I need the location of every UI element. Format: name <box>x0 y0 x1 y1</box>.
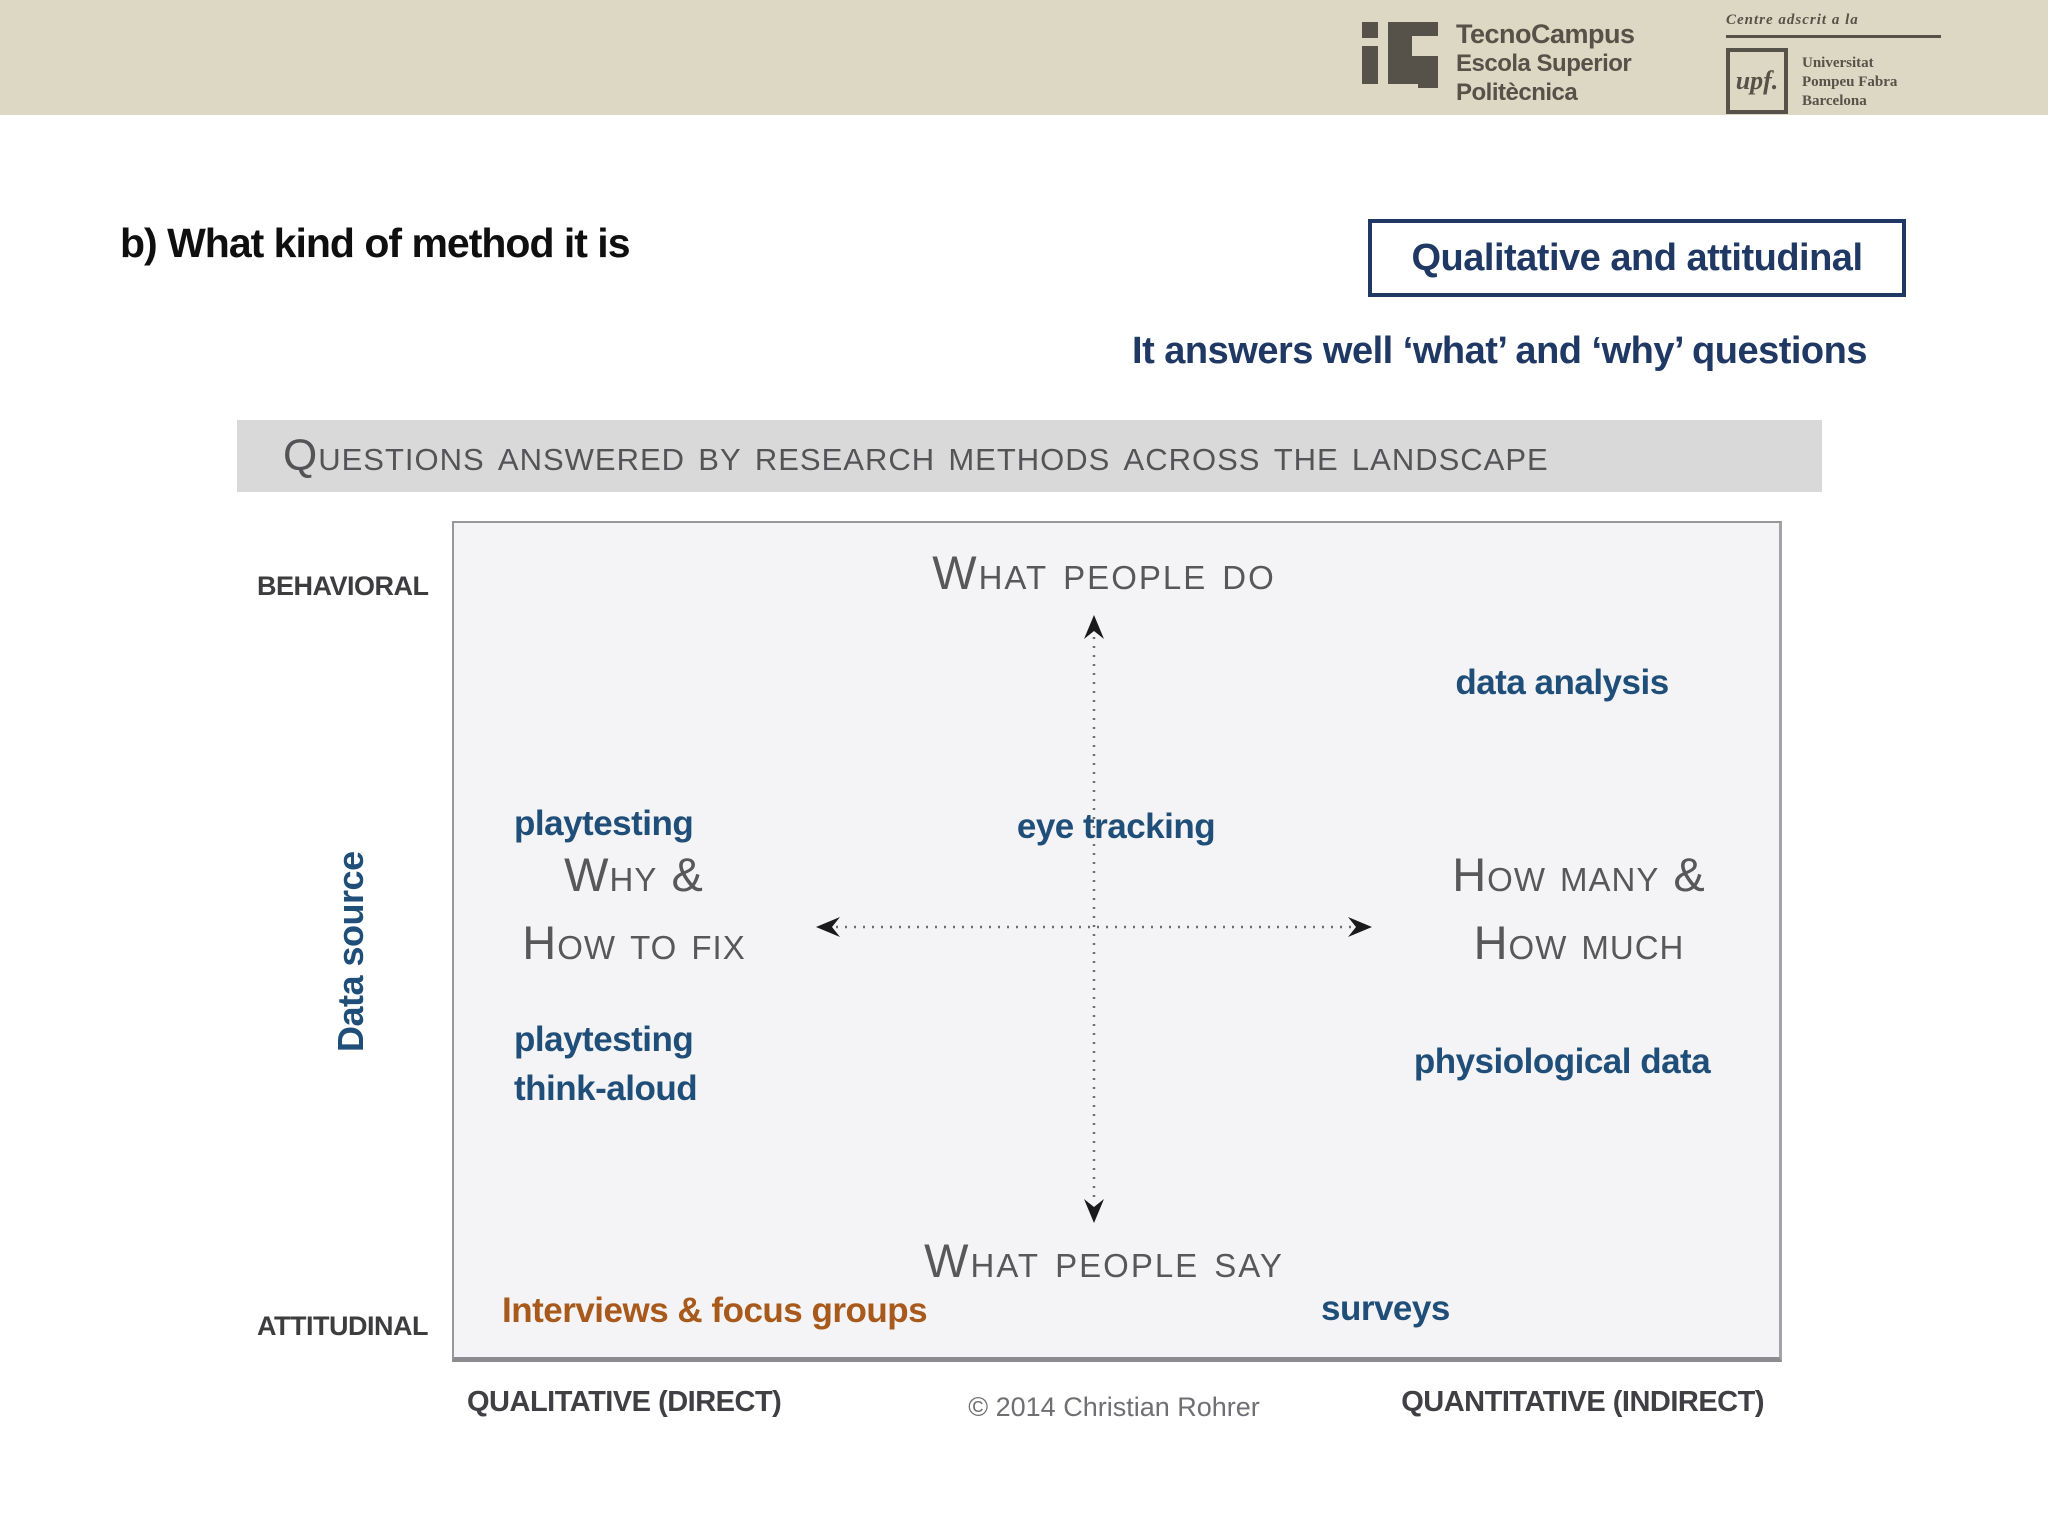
figure-banner: Questions answered by research methods a… <box>237 420 1822 492</box>
method-playtesting-behavioral: playtesting <box>514 804 694 843</box>
upf-logo: Centre adscrit a la upf. Universitat Pom… <box>1726 12 1956 114</box>
method-data-analysis: data analysis <box>1455 663 1669 702</box>
upf-university-name: Universitat Pompeu Fabra Barcelona <box>1802 48 1897 110</box>
copyright-text: © 2014 Christian Rohrer <box>968 1392 1260 1422</box>
upf-line-pompeu-fabra: Pompeu Fabra <box>1802 73 1898 90</box>
quadrant-left-line2: How to fix <box>522 916 746 969</box>
quadrant-right-line1: How many & <box>1452 848 1706 901</box>
quadrant-title-top: What people do <box>932 546 1276 599</box>
highlight-box: Qualitative and attitudinal <box>1368 219 1906 297</box>
upf-line-universitat: Universitat <box>1802 55 1874 71</box>
quadrant-right-line2: How much <box>1473 916 1685 969</box>
x-axis-left-label: QUALITATIVE (DIRECT) <box>467 1386 782 1418</box>
quadrant-title-right: How many & How much <box>1452 841 1706 977</box>
upf-divider <box>1726 35 1941 38</box>
y-axis-top-label: BEHAVIORAL <box>257 571 429 601</box>
upf-line-barcelona: Barcelona <box>1802 92 1867 109</box>
y-axis-title: Data source <box>330 851 371 1052</box>
quadrant-title-bottom: What people say <box>924 1234 1284 1287</box>
tecnocampus-school-line2: Politècnica <box>1456 78 1578 106</box>
upf-logo-icon: upf. <box>1726 48 1788 114</box>
quadrant-title-left: Why & How to fix <box>522 841 745 977</box>
x-axis-right-label: QUANTITATIVE (INDIRECT) <box>1401 1386 1764 1418</box>
slide-subtitle: It answers well ‘what’ and ‘why’ questio… <box>1132 330 1867 372</box>
method-interviews-focus-groups: Interviews & focus groups <box>502 1291 928 1330</box>
y-axis-bottom-label: ATTITUDINAL <box>257 1311 428 1341</box>
slide-title: b) What kind of method it is <box>120 220 631 266</box>
method-eye-tracking: eye tracking <box>1016 807 1216 846</box>
axis-arrows-icon <box>816 615 1372 1223</box>
quadrant-left-line1: Why & <box>564 848 704 901</box>
method-playtesting-think-aloud: playtesting think-aloud <box>514 1015 698 1113</box>
tecnocampus-logo: TecnoCampus Escola Superior Politècnica <box>1362 16 1635 105</box>
header-bar: TecnoCampus Escola Superior Politècnica … <box>0 0 2048 115</box>
method-playtesting-line: playtesting <box>514 1020 694 1059</box>
method-surveys: surveys <box>1321 1289 1450 1328</box>
tecnocampus-school-line: Escola Superior <box>1456 50 1632 78</box>
tecnocampus-logo-icon <box>1362 16 1438 100</box>
tecnocampus-name: TecnoCampus <box>1456 19 1635 49</box>
tecnocampus-logo-text: TecnoCampus Escola Superior Politècnica <box>1456 16 1635 105</box>
method-think-aloud-line: think-aloud <box>514 1069 698 1108</box>
quadrant-chart: What people do What people say Why & How… <box>452 521 1782 1362</box>
upf-adscrit-text: Centre adscrit a la <box>1726 12 1859 28</box>
method-physiological-data: physiological data <box>1413 1042 1711 1081</box>
